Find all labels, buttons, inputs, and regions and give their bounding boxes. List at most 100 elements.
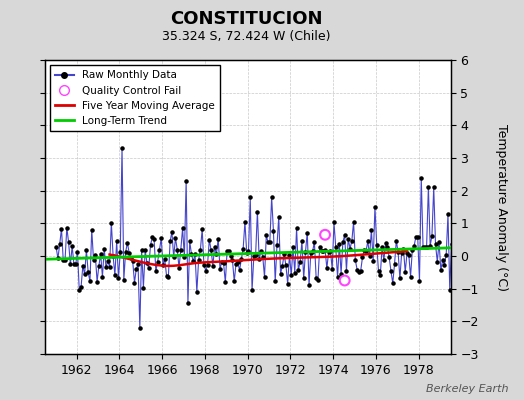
Point [125, 250, 133, 256]
Point [88, 226, 96, 233]
Point [442, 251, 451, 258]
Point [376, 272, 385, 278]
Point [323, 265, 331, 272]
Point [403, 250, 411, 256]
Point [66, 261, 74, 268]
Point [319, 248, 328, 255]
Point [154, 258, 162, 265]
Point [73, 248, 82, 255]
Point [339, 239, 347, 245]
Point [367, 227, 376, 233]
Point [378, 244, 386, 250]
Point [193, 288, 201, 295]
Point [301, 249, 310, 255]
Point [341, 232, 349, 238]
Point [249, 253, 258, 260]
Point [209, 262, 217, 269]
Point [445, 286, 454, 293]
Text: CONSTITUCION: CONSTITUCION [170, 10, 323, 28]
Point [178, 225, 187, 232]
Point [283, 281, 292, 287]
Point [291, 269, 299, 276]
Point [358, 254, 367, 260]
Point [243, 250, 251, 256]
Point [373, 242, 381, 248]
Point [189, 258, 198, 264]
Point [273, 242, 281, 249]
Point [150, 236, 158, 242]
Point [56, 241, 64, 248]
Point [141, 247, 149, 253]
Point [127, 255, 135, 261]
Point [182, 178, 190, 184]
Point [246, 194, 255, 200]
Point [435, 239, 443, 246]
Point [287, 272, 296, 278]
Point [398, 250, 406, 256]
Point [257, 247, 265, 254]
Point [63, 224, 71, 231]
Point [344, 236, 353, 242]
Point [175, 264, 183, 271]
Point [145, 265, 153, 271]
Point [371, 204, 379, 210]
Point [241, 219, 249, 225]
Point [226, 253, 235, 259]
Point [292, 225, 301, 231]
Point [412, 233, 420, 240]
Point [419, 244, 427, 250]
Point [96, 251, 105, 257]
Point [275, 214, 283, 220]
Point [436, 267, 445, 273]
Point [417, 174, 425, 181]
Point [100, 246, 108, 252]
Point [430, 184, 438, 191]
Point [235, 267, 244, 274]
Point [337, 270, 345, 277]
Point [86, 278, 94, 284]
Point [70, 261, 78, 268]
Point [387, 268, 395, 274]
Point [315, 244, 324, 250]
Point [128, 258, 137, 265]
Point [282, 262, 290, 268]
Point [91, 252, 100, 258]
Point [422, 244, 431, 250]
Point [139, 284, 148, 291]
Point [155, 247, 163, 253]
Point [356, 268, 365, 274]
Point [324, 249, 333, 255]
Point [278, 263, 287, 269]
Point [285, 252, 293, 258]
Point [93, 278, 101, 285]
Point [171, 235, 180, 241]
Point [428, 232, 436, 239]
Point [444, 211, 452, 218]
Point [159, 262, 167, 268]
Point [105, 264, 114, 270]
Point [123, 240, 132, 246]
Point [318, 248, 326, 254]
Point [258, 254, 267, 260]
Point [266, 238, 274, 245]
Point [310, 239, 319, 245]
Point [52, 244, 60, 250]
Point [194, 257, 203, 263]
Point [118, 145, 126, 152]
Point [426, 242, 434, 249]
Point [309, 248, 317, 254]
Point [264, 239, 272, 246]
Point [267, 194, 276, 200]
Point [294, 267, 302, 273]
Point [68, 243, 77, 250]
Point [107, 220, 115, 226]
Point [449, 282, 457, 288]
Point [439, 257, 447, 264]
Point [269, 228, 278, 234]
Text: Berkeley Earth: Berkeley Earth [426, 384, 508, 394]
Point [296, 258, 304, 265]
Point [383, 244, 391, 251]
Point [160, 256, 169, 262]
Point [346, 245, 354, 252]
Point [381, 240, 390, 246]
